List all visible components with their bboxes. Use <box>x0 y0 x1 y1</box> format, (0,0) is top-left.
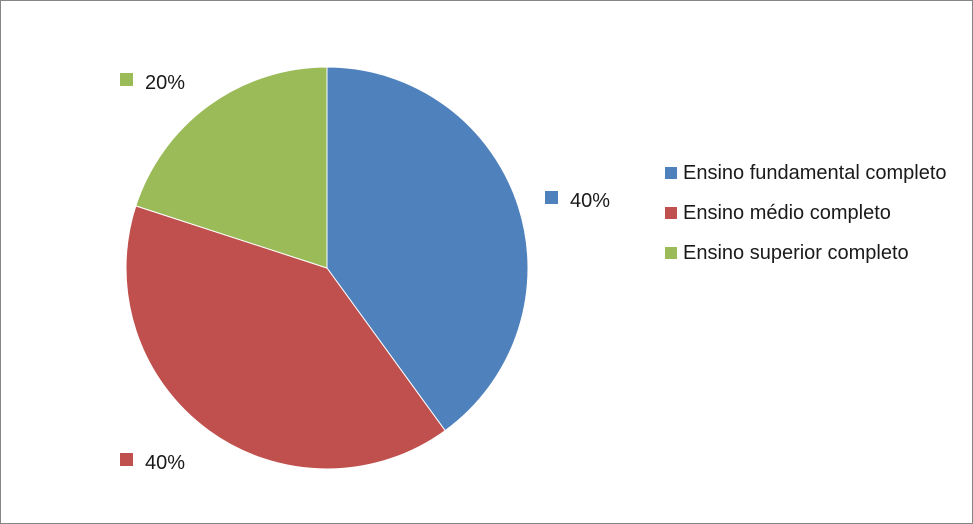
legend-item-superior: Ensino superior completo <box>665 238 965 268</box>
data-label-fundamental: 40% <box>570 190 610 212</box>
legend-label-superior: Ensino superior completo <box>683 242 909 264</box>
data-label-key-fundamental <box>545 191 558 204</box>
pie-slice-superior <box>135 66 328 269</box>
legend-item-medio: Ensino médio completo <box>665 198 965 228</box>
legend-swatch-superior <box>665 247 677 259</box>
data-label-medio: 40% <box>145 452 185 474</box>
legend: Ensino fundamental completo Ensino médio… <box>665 158 965 268</box>
pie-slice-fundamental <box>326 66 529 432</box>
data-label-key-medio <box>120 453 133 466</box>
legend-label-fundamental: Ensino fundamental completo <box>683 162 947 184</box>
legend-swatch-medio <box>665 207 677 219</box>
legend-item-fundamental: Ensino fundamental completo <box>665 158 965 188</box>
data-label-superior: 20% <box>145 72 185 94</box>
data-label-key-superior <box>120 73 133 86</box>
pie-slice-medio <box>125 205 446 470</box>
legend-swatch-fundamental <box>665 167 677 179</box>
legend-label-medio: Ensino médio completo <box>683 202 891 224</box>
